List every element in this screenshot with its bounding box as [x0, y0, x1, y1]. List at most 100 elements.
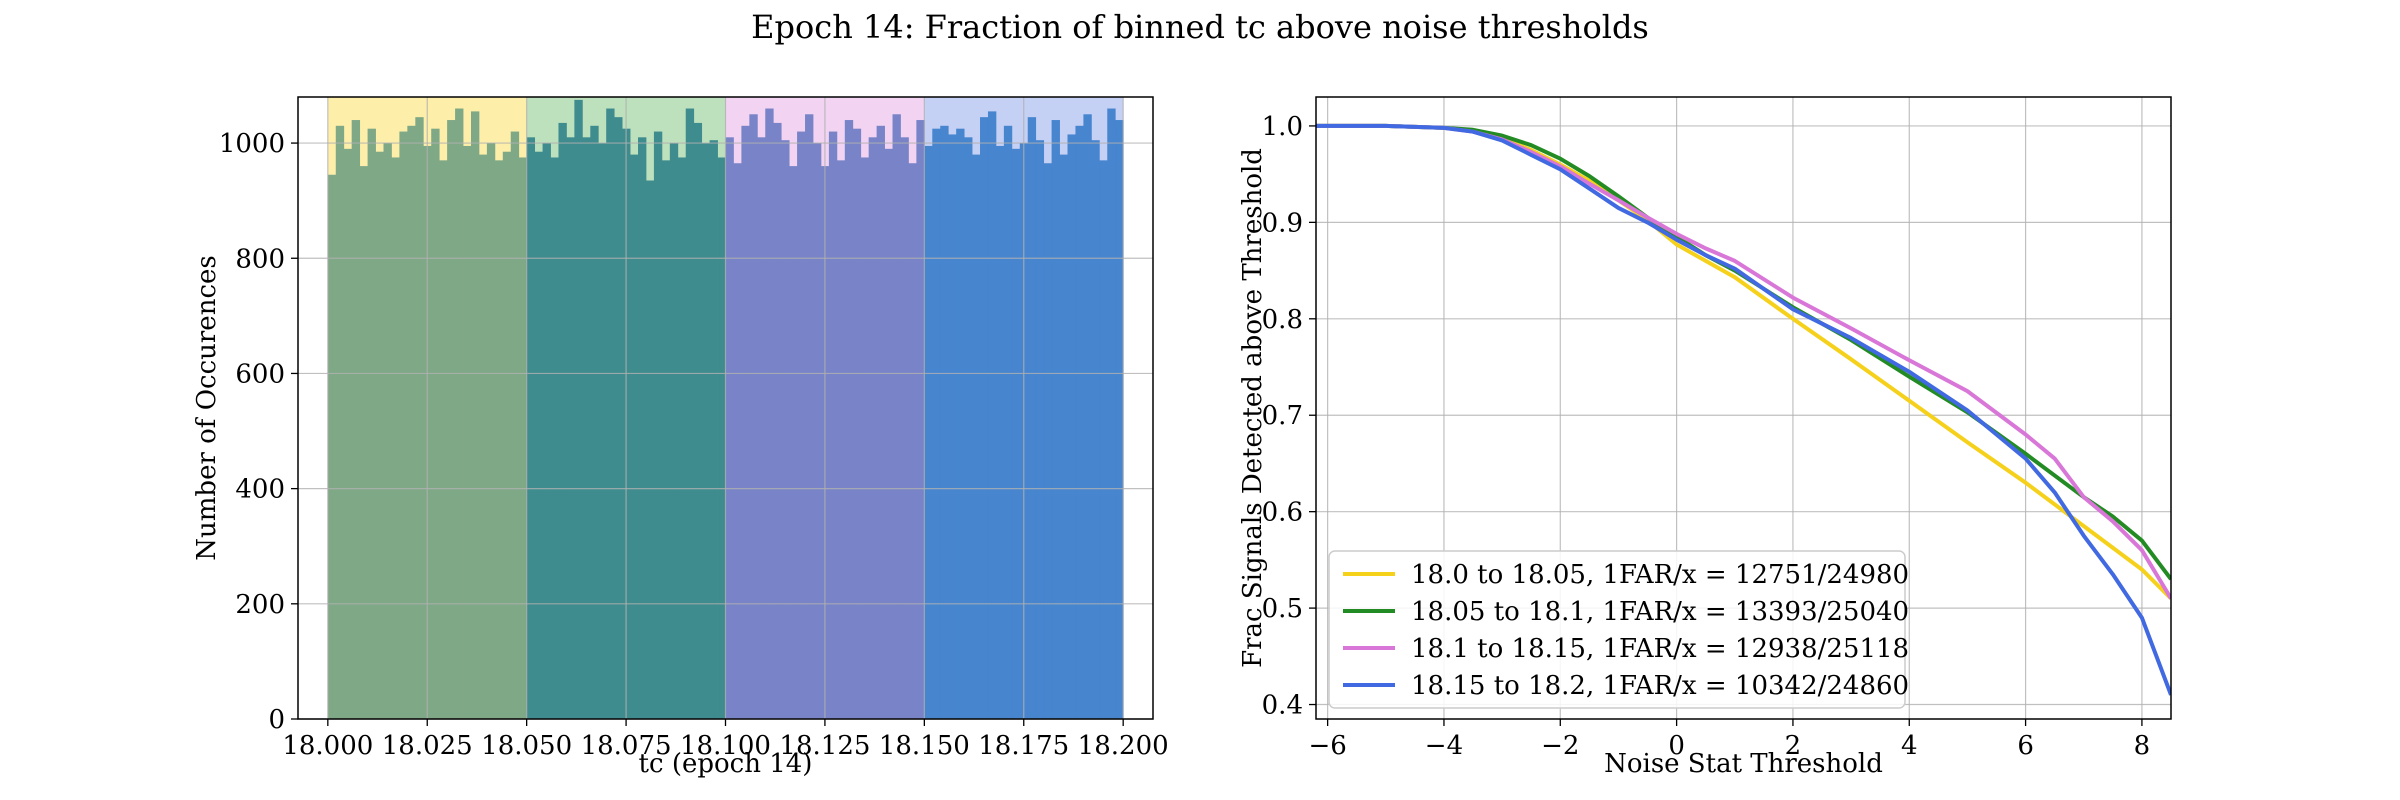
hist-bar [757, 137, 766, 719]
x-tick-label: 2 [1785, 731, 1802, 761]
legend-entry-2: 18.05 to 18.1, 1FAR/x = 13393/25040 [1411, 597, 1909, 627]
hist-bar [669, 143, 679, 719]
hist-bar [653, 131, 663, 720]
hist-bar [661, 160, 671, 719]
hist-bar [1043, 163, 1052, 720]
x-axis-label: tc (epoch 14) [639, 749, 813, 779]
hist-bar [510, 131, 520, 720]
y-tick-label: 800 [235, 244, 285, 274]
hist-bar [1099, 160, 1108, 719]
x-tick-label: 18.050 [481, 731, 572, 761]
hist-bar [630, 154, 639, 719]
x-tick-label: 18.125 [779, 731, 870, 761]
threshold-line-chart: −6 −4 −2 0 2 4 6 8 0.4 0.5 0.6 0.7 0.8 0.9 1.0 Noise St… [1238, 96, 2172, 779]
hist-bar [852, 128, 862, 720]
hist-bar [725, 137, 734, 719]
hist-bar [741, 125, 750, 720]
x-tick-label: −6 [1308, 731, 1346, 761]
hist-bar [574, 99, 583, 719]
hist-bar [431, 128, 440, 720]
hist-bar [518, 157, 528, 719]
hist-bar [733, 163, 742, 720]
hist-bar [948, 134, 957, 719]
hist-bar [1035, 140, 1045, 719]
x-tick-label: 18.175 [978, 731, 1069, 761]
hist-bar [1051, 120, 1060, 719]
hist-bar [367, 128, 376, 720]
hist-bar [1115, 120, 1124, 719]
hist-bar [455, 108, 464, 720]
y-tick-label: 600 [235, 359, 285, 389]
hist-bar [892, 114, 901, 720]
hist-bar [478, 154, 488, 719]
x-axis-label: Noise Stat Threshold [1604, 749, 1883, 779]
hist-bar [924, 145, 933, 719]
hist-bar [709, 140, 718, 719]
hist-bar [749, 114, 758, 720]
legend-entry-1: 18.0 to 18.05, 1FAR/x = 12751/24980 [1411, 560, 1909, 590]
x-tick-label: −4 [1425, 731, 1463, 761]
hist-bar [908, 163, 917, 720]
x-tick-label: 4 [1901, 731, 1918, 761]
hist-bar [972, 154, 981, 719]
hist-bar [797, 131, 806, 720]
y-tick-label: 1.0 [1262, 112, 1303, 142]
hist-bar [685, 108, 695, 720]
hist-bar [1067, 134, 1076, 719]
hist-bar [693, 122, 703, 719]
x-tick-label: 6 [2017, 731, 2034, 761]
hist-bar [1011, 148, 1021, 720]
histogram-chart: 18.000 18.025 18.050 18.075 18.100 18.125 18.1… [192, 96, 1169, 779]
hist-bar [995, 145, 1005, 719]
hist-bar [717, 157, 726, 719]
hist-bar [781, 140, 790, 719]
x-tick-label: 18.000 [282, 731, 373, 761]
x-tick-label: 8 [2134, 731, 2151, 761]
hist-bar [582, 137, 591, 719]
hist-bar [638, 137, 647, 719]
hist-bar [876, 125, 885, 720]
x-tick-label: 18.075 [581, 731, 672, 761]
y-tick-label: 0.6 [1262, 498, 1303, 528]
x-tick-label: 18.025 [382, 731, 473, 761]
hist-bar [1107, 108, 1116, 720]
hist-bar [805, 114, 814, 720]
hist-bar [526, 137, 536, 719]
hist-bar [980, 117, 989, 719]
y-tick-label: 200 [235, 590, 285, 620]
x-tick-label: 18.150 [879, 731, 970, 761]
hist-bar [773, 122, 782, 719]
hist-bar [765, 108, 774, 720]
hist-bar [494, 160, 504, 719]
legend-entry-4: 18.15 to 18.2, 1FAR/x = 10342/24860 [1411, 671, 1909, 701]
hist-bar [677, 157, 687, 719]
hist-bar [598, 143, 607, 719]
hist-bar [391, 157, 400, 719]
y-tick-label: 0.8 [1262, 305, 1303, 335]
hist-bar [964, 137, 973, 719]
y-tick-label: 0 [268, 705, 285, 735]
y-tick-label: 0.7 [1262, 401, 1303, 431]
legend-frame [1328, 550, 1906, 709]
legend-entry-3: 18.1 to 18.15, 1FAR/x = 12938/25118 [1411, 634, 1909, 664]
figure-title: Epoch 14: Fraction of binned tc above no… [751, 8, 1649, 46]
hist-bar [844, 120, 854, 719]
hist-bar [447, 120, 456, 719]
legend: 18.0 to 18.05, 1FAR/x = 12751/24980 18.05… [1328, 550, 1909, 709]
hist-bar [463, 145, 472, 719]
hist-bar [828, 131, 838, 720]
hist-bar [701, 143, 710, 719]
y-axis-label: Frac Signals Detected above Threshold [1238, 148, 1268, 668]
hist-bar [916, 120, 925, 719]
hist-bar [375, 151, 384, 720]
y-tick-label: 0.5 [1262, 594, 1303, 624]
y-tick-label: 1000 [219, 129, 285, 159]
x-tick-label: 18.100 [680, 731, 771, 761]
hist-bar [359, 166, 368, 720]
hist-bar [1003, 125, 1013, 720]
hist-bar [645, 180, 655, 719]
y-axis-label: Number of Occurences [192, 255, 222, 560]
hist-bar [884, 148, 893, 720]
line-axes-frame [1315, 96, 2172, 720]
